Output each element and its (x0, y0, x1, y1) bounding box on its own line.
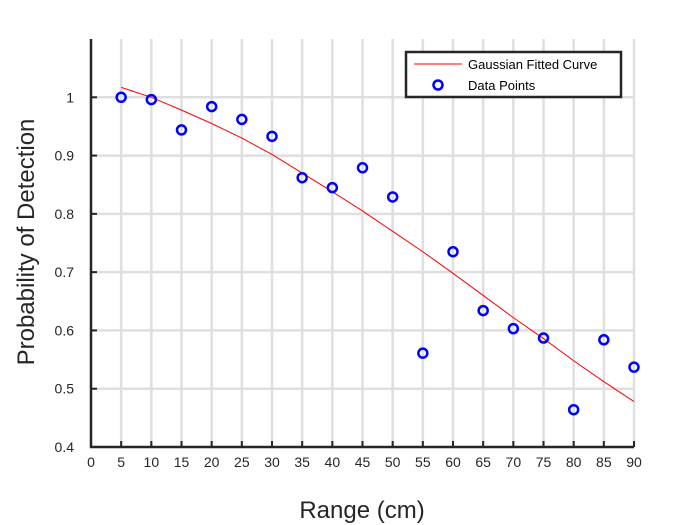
x-tick-label: 45 (355, 454, 371, 470)
data-point (477, 304, 489, 317)
x-axis-title: Range (cm) (299, 497, 424, 524)
data-point (537, 332, 550, 344)
x-tick-label: 35 (294, 454, 310, 470)
x-axis-ticks: 0 5 10 15 20 25 30 35 40 45 50 55 60 65 70 75 80 85 90 (87, 441, 642, 470)
y-tick-label: 0.5 (55, 381, 75, 397)
x-tick-label: 10 (144, 454, 160, 470)
x-tick-label: 90 (626, 454, 642, 470)
x-tick-label: 80 (566, 454, 582, 470)
grid (91, 39, 636, 447)
x-tick-label: 30 (264, 454, 280, 470)
data-point (145, 93, 158, 106)
data-point (447, 245, 459, 258)
y-tick-label: 0.7 (55, 264, 75, 280)
data-point (296, 171, 308, 184)
data-point (205, 100, 218, 113)
legend-box (404, 50, 623, 99)
data-point (417, 347, 429, 359)
x-tick-label: 5 (117, 454, 125, 470)
plot-area (115, 86, 640, 416)
x-tick-label: 55 (415, 454, 431, 470)
x-tick-label: 40 (325, 454, 341, 470)
x-tick-label: 20 (204, 454, 220, 470)
data-point (567, 403, 580, 416)
legend-point-marker (432, 79, 444, 91)
x-tick-label: 85 (596, 454, 612, 470)
legend-label-data-points: Data Points (468, 78, 536, 93)
y-tick-label: 0.6 (55, 322, 75, 338)
data-point (236, 113, 248, 126)
x-tick-label: 75 (536, 454, 552, 470)
y-axis-title: Probability of Detection (13, 119, 40, 366)
x-tick-label: 60 (445, 454, 461, 470)
data-point (266, 130, 278, 143)
data-point (628, 361, 640, 373)
x-tick-label: 15 (174, 454, 190, 470)
y-tick-label: 0.4 (55, 439, 75, 455)
y-tick-label: 0.8 (55, 206, 75, 222)
fitted-curve-line (121, 86, 635, 402)
x-tick-label: 70 (506, 454, 522, 470)
x-tick-label: 50 (385, 454, 401, 470)
legend: Gaussian Fitted Curve Data Points (404, 50, 623, 99)
data-point (175, 124, 188, 136)
data-point (386, 191, 399, 203)
y-axis-ticks: 0.4 0.5 0.6 0.7 0.8 0.9 1 (55, 89, 97, 455)
x-tick-label: 65 (475, 454, 491, 470)
x-tick-label: 0 (87, 454, 95, 470)
x-tick-label: 25 (234, 454, 250, 470)
data-point (356, 162, 369, 174)
data-point (115, 91, 127, 104)
y-tick-label: 1 (66, 89, 74, 105)
legend-label-fitted-curve: Gaussian Fitted Curve (468, 57, 597, 72)
data-point (507, 322, 520, 335)
data-point (326, 181, 339, 194)
y-tick-label: 0.9 (55, 148, 75, 164)
data-point (598, 334, 610, 346)
